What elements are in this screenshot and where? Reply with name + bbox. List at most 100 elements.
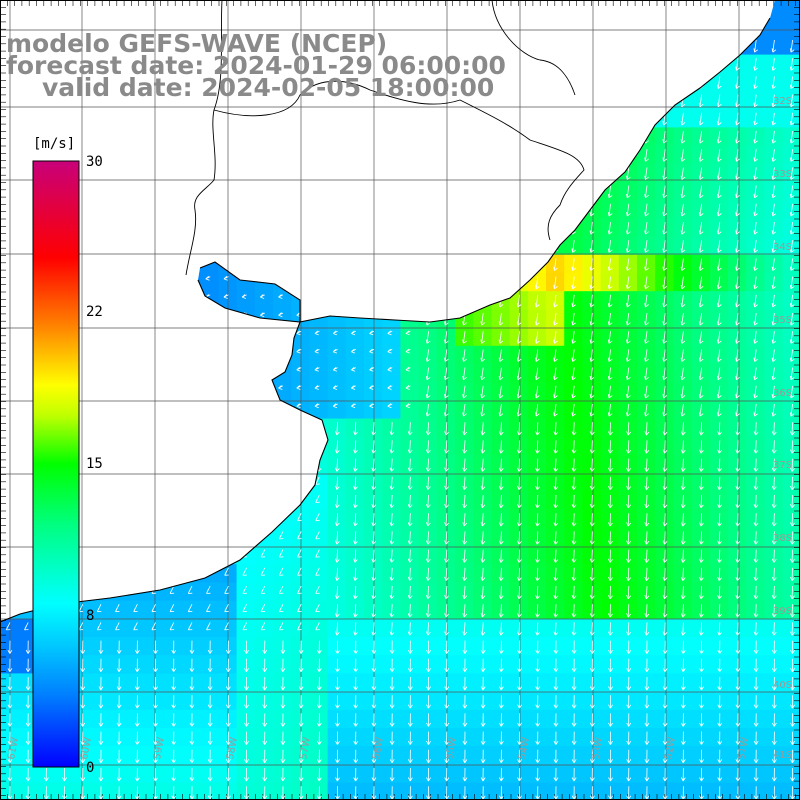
wind-arrow (717, 640, 723, 654)
wind-arrow (644, 403, 649, 417)
wind-arrow (680, 786, 686, 800)
wind-arrow (771, 349, 777, 362)
wind-arrow (789, 221, 795, 235)
wind-arrow (735, 476, 741, 490)
wind-arrow (369, 385, 375, 390)
wind-arrow (480, 604, 486, 618)
field-cell (728, 655, 747, 674)
wind-arrow (335, 604, 340, 618)
wind-arrow (480, 731, 486, 745)
wind-arrow (589, 604, 595, 618)
wind-arrow (207, 640, 213, 654)
wind-arrow (498, 385, 504, 399)
wind-arrow (353, 622, 358, 636)
wind-arrow (771, 622, 777, 636)
wind-arrow (426, 622, 431, 636)
wind-arrow (134, 749, 140, 764)
wind-arrow (43, 767, 49, 782)
wind-arrow (296, 330, 302, 336)
field-cell (236, 564, 256, 583)
wind-arrow (680, 549, 686, 563)
wind-arrow (608, 440, 613, 454)
longitude-label: 56W (371, 736, 386, 760)
wind-arrow (205, 275, 211, 281)
wind-arrow (735, 440, 741, 454)
wind-arrow (242, 567, 247, 576)
field-cell (618, 655, 638, 674)
wind-arrow (735, 112, 740, 126)
wind-arrow (189, 658, 195, 673)
wind-arrow (589, 695, 595, 709)
wind-arrow (462, 786, 468, 800)
field-cell (200, 655, 219, 674)
field-cell (163, 746, 183, 765)
wind-arrow (608, 585, 613, 600)
wind-arrow (353, 786, 359, 800)
wind-arrow (535, 786, 541, 800)
wind-arrow (644, 203, 649, 217)
field-cell (345, 364, 365, 383)
latitude-label: 40S (773, 680, 792, 691)
wind-arrow (644, 240, 649, 253)
wind-arrow (589, 749, 595, 764)
wind-arrow (242, 585, 247, 594)
wind-arrow (680, 349, 686, 362)
wind-arrow (462, 695, 468, 709)
field-cell (436, 709, 456, 729)
wind-arrow (7, 749, 13, 764)
wind-arrow (735, 494, 741, 509)
field-cell (182, 764, 201, 784)
field-cell (18, 637, 37, 656)
wind-arrow (735, 185, 740, 199)
wind-arrow (444, 331, 449, 344)
wind-arrow (280, 749, 286, 764)
wind-arrow (498, 567, 504, 581)
wind-arrow (278, 294, 284, 299)
wind-arrow (444, 767, 450, 782)
wind-arrow (371, 585, 377, 600)
wind-arrow (789, 312, 795, 326)
wind-arrow (662, 203, 668, 217)
field-cell (236, 728, 256, 747)
wind-arrow (753, 203, 759, 217)
field-cell (327, 709, 347, 729)
field-cell (400, 327, 420, 347)
wind-arrow (717, 476, 723, 490)
field-cell (18, 728, 37, 747)
field-cell (436, 728, 456, 747)
field-cell (764, 746, 784, 765)
wind-arrow (644, 458, 650, 472)
wind-arrow (407, 440, 413, 454)
field-cell (309, 382, 329, 401)
field-cell (200, 582, 219, 602)
wind-arrow (244, 713, 249, 727)
wind-arrow (607, 258, 613, 271)
wind-arrow (298, 640, 304, 654)
wind-arrow (771, 185, 777, 199)
wind-arrow (462, 458, 468, 472)
field-cell (637, 728, 656, 747)
wind-arrow (589, 640, 595, 654)
field-cell (582, 709, 602, 729)
wind-arrow (462, 585, 468, 600)
wind-arrow (169, 585, 175, 594)
field-cell (382, 655, 401, 674)
field-cell (309, 582, 329, 602)
wind-arrow (517, 531, 522, 545)
wind-arrow (553, 276, 558, 290)
wind-arrow (369, 348, 375, 354)
wind-arrow (753, 76, 759, 89)
wind-arrow (389, 640, 395, 654)
wind-arrow (571, 294, 577, 308)
wind-arrow (717, 549, 723, 563)
wind-arrow (516, 294, 522, 308)
wind-arrow (717, 276, 722, 290)
wind-arrow (389, 585, 395, 600)
wind-arrow (535, 385, 540, 399)
wind-arrow (717, 94, 722, 108)
wind-arrow (717, 167, 722, 180)
wind-arrow (225, 767, 231, 782)
field-cell (455, 728, 474, 747)
wind-arrow (278, 312, 284, 318)
wind-arrow (735, 258, 740, 271)
